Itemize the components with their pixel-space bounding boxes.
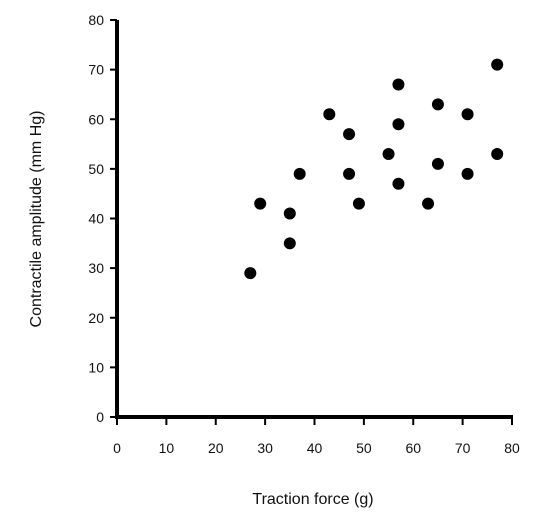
y-tick-label: 40 <box>88 211 104 227</box>
data-point <box>343 167 356 180</box>
x-axis-title: Traction force (g) <box>252 491 373 508</box>
x-tick-label: 60 <box>405 440 421 456</box>
x-tick-label: 80 <box>504 440 520 456</box>
x-tick-label: 20 <box>208 440 224 456</box>
y-tick-label: 50 <box>88 161 104 177</box>
data-point <box>422 197 435 210</box>
y-tick-label: 30 <box>88 260 104 276</box>
data-point <box>461 167 474 180</box>
data-points <box>244 58 504 280</box>
data-point <box>491 58 504 71</box>
x-axis-ticks: 0 10 20 30 40 50 60 70 80 <box>113 417 520 456</box>
y-tick-label: 10 <box>88 359 104 375</box>
data-point <box>382 147 395 160</box>
data-point <box>352 197 365 210</box>
y-axis-ticks: 0 10 20 30 40 50 60 70 80 <box>88 12 117 425</box>
data-point <box>254 197 267 210</box>
data-point <box>293 167 306 180</box>
x-tick-label: 0 <box>113 440 121 456</box>
data-point <box>283 237 296 250</box>
data-point <box>431 98 444 111</box>
x-tick-label: 10 <box>159 440 175 456</box>
data-point <box>392 78 405 91</box>
x-tick-label: 50 <box>356 440 372 456</box>
data-point <box>491 147 504 160</box>
data-point <box>392 177 405 190</box>
data-point <box>461 108 474 121</box>
data-point <box>323 108 336 121</box>
y-tick-label: 70 <box>88 62 104 78</box>
x-tick-label: 40 <box>307 440 323 456</box>
y-tick-label: 80 <box>88 12 104 28</box>
y-tick-label: 20 <box>88 310 104 326</box>
y-tick-label: 60 <box>88 111 104 127</box>
data-point <box>343 128 356 141</box>
data-point <box>283 207 296 220</box>
data-point <box>392 118 405 131</box>
data-point <box>244 267 257 280</box>
axes <box>115 20 513 419</box>
y-tick-label: 0 <box>96 409 104 425</box>
y-axis-title: Contractile amplitude (mm Hg) <box>28 111 45 328</box>
x-tick-label: 70 <box>455 440 471 456</box>
x-tick-label: 30 <box>257 440 273 456</box>
data-point <box>431 157 444 170</box>
